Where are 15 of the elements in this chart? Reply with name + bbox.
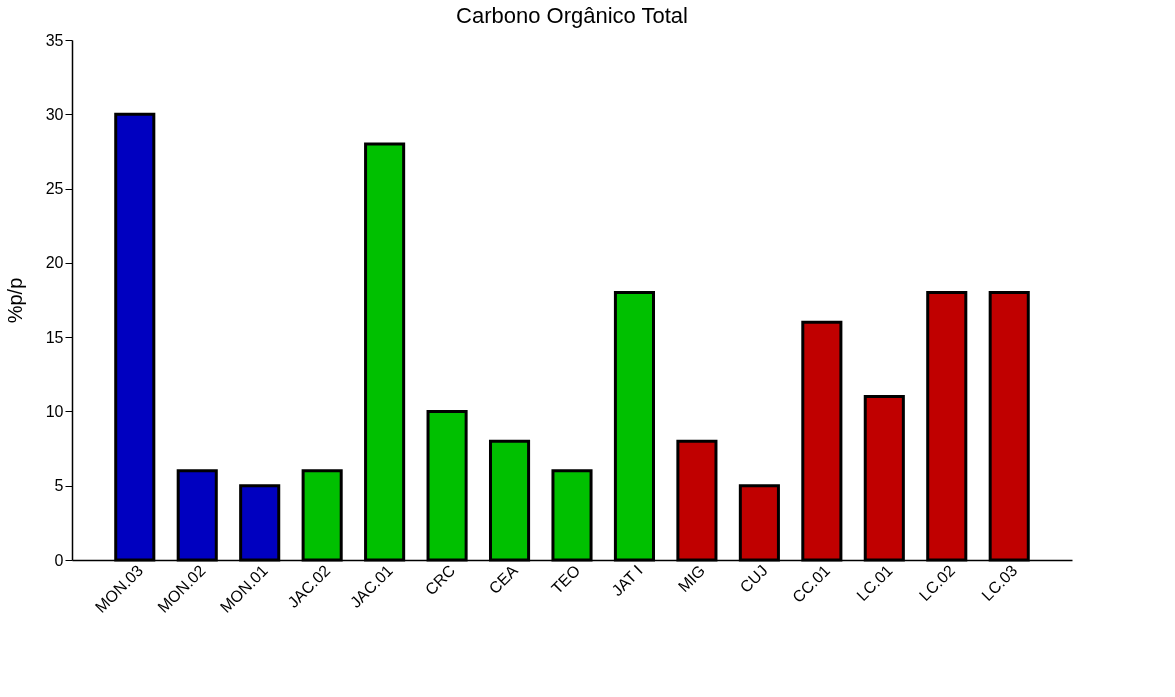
x-tick-label: CEA [485,561,522,598]
y-tick-label: 25 [45,180,64,198]
y-tick-label: 5 [54,477,64,495]
x-tick-label: MIG [674,561,709,596]
x-tick-label: JAT I [608,561,646,600]
y-tick-label: 30 [45,105,64,123]
y-tick-label: 15 [45,328,64,346]
y-axis-title: %p/p [3,277,26,324]
y-tick-label: 0 [54,551,64,569]
chart-title: Carbono Orgânico Total [456,3,688,28]
x-tick-label: TEO [548,561,584,598]
y-tick-label: 20 [45,254,64,272]
x-tick-label: CUJ [736,561,771,596]
y-tick-label: 10 [45,402,64,420]
y-tick-label: 35 [45,31,64,49]
